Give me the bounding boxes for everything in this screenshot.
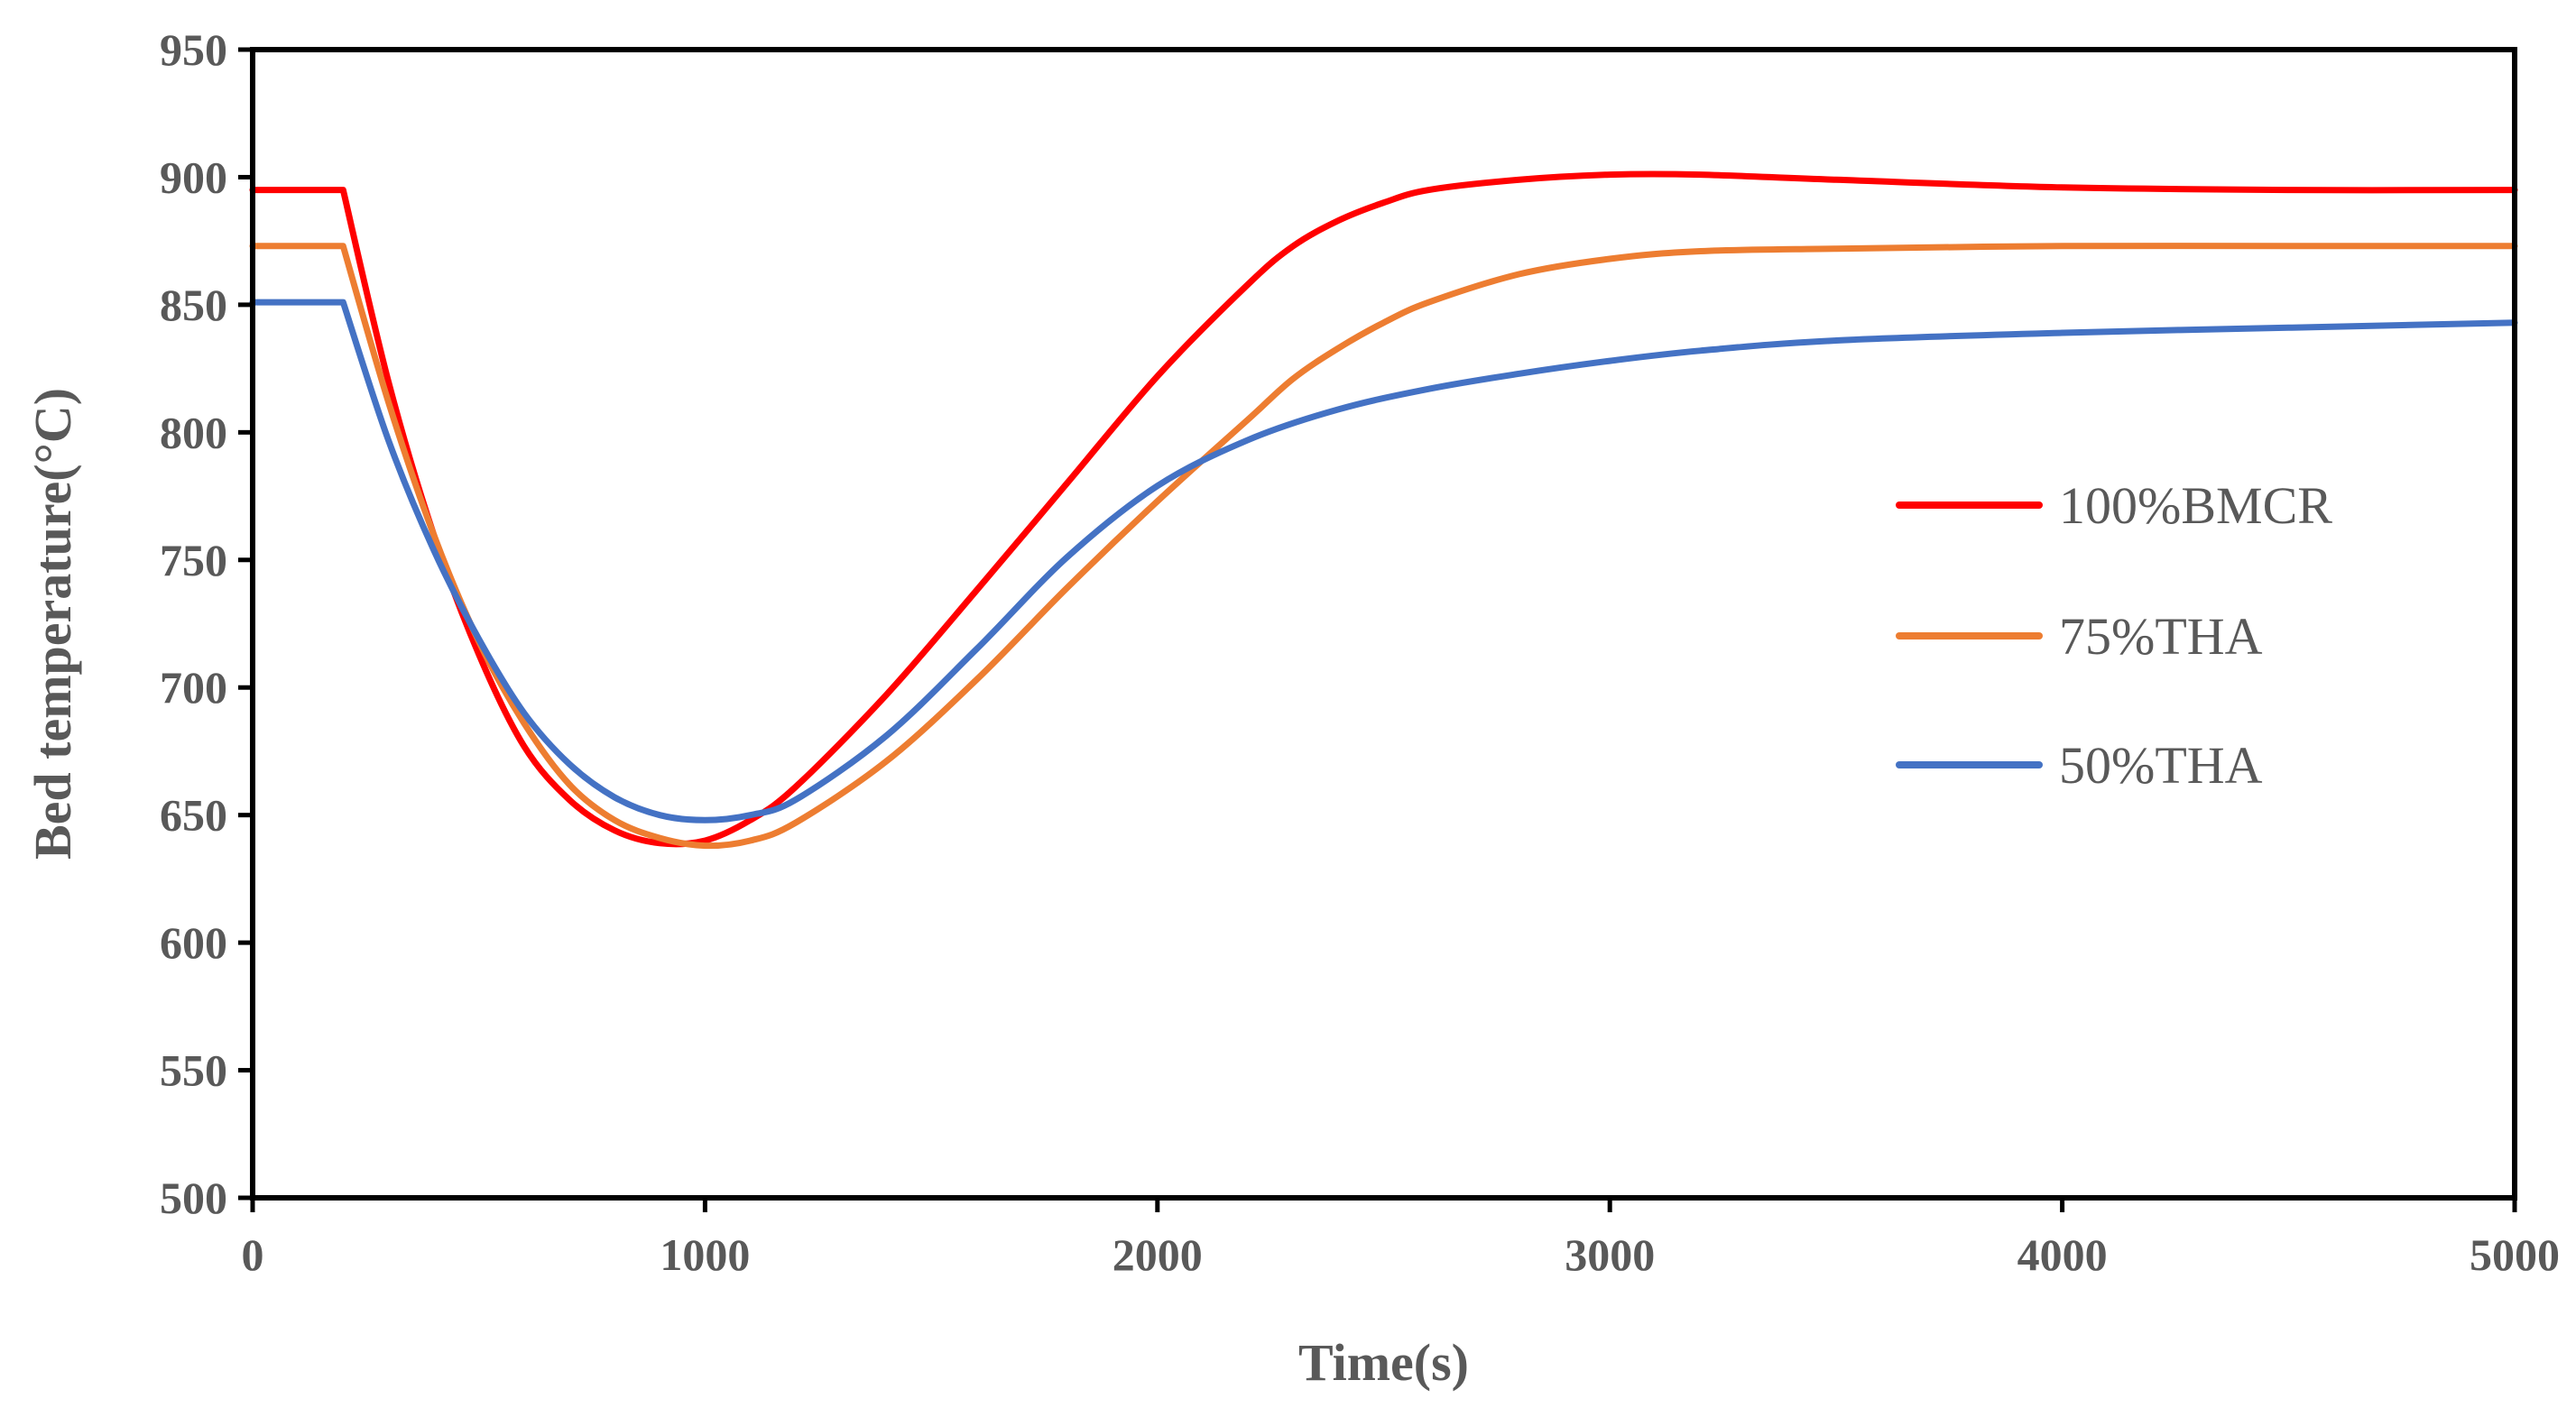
series-line-1 bbox=[249, 243, 2518, 850]
y-axis-title: Bed temperature(°C) bbox=[23, 388, 82, 860]
legend-label: 75%THA bbox=[2059, 607, 2263, 666]
y-tick-label: 650 bbox=[160, 790, 227, 841]
x-tick-label: 0 bbox=[242, 1229, 264, 1280]
y-tick-label: 950 bbox=[160, 24, 227, 75]
series-lines bbox=[249, 170, 2518, 850]
y-tick-label: 700 bbox=[160, 662, 227, 713]
x-tick-label: 4000 bbox=[2017, 1229, 2108, 1280]
legend-label: 50%THA bbox=[2059, 736, 2263, 795]
legend: 100%BMCR 75%THA 50%THA bbox=[1896, 476, 2332, 795]
x-axis-tick-labels: 0 1000 2000 3000 4000 5000 bbox=[242, 1229, 2561, 1280]
axis-ticks bbox=[238, 47, 2517, 1212]
series-line-2 bbox=[249, 299, 2518, 824]
legend-label: 100%BMCR bbox=[2059, 476, 2332, 535]
y-tick-label: 900 bbox=[160, 152, 227, 202]
y-tick-label: 500 bbox=[160, 1173, 227, 1223]
series-line-0 bbox=[249, 170, 2518, 848]
y-tick-label: 550 bbox=[160, 1045, 227, 1096]
x-tick-label: 3000 bbox=[1565, 1229, 1655, 1280]
y-tick-label: 850 bbox=[160, 280, 227, 330]
plot-area-frame bbox=[250, 47, 2517, 1201]
x-tick-label: 2000 bbox=[1113, 1229, 1203, 1280]
y-tick-label: 750 bbox=[160, 535, 227, 585]
y-axis-tick-labels: 500 550 600 650 700 750 800 850 900 950 bbox=[160, 24, 227, 1223]
x-axis-title: Time(s) bbox=[1298, 1333, 1469, 1392]
y-tick-label: 800 bbox=[160, 407, 227, 457]
x-tick-label: 5000 bbox=[2470, 1229, 2560, 1280]
y-tick-label: 600 bbox=[160, 917, 227, 968]
x-tick-label: 1000 bbox=[660, 1229, 750, 1280]
